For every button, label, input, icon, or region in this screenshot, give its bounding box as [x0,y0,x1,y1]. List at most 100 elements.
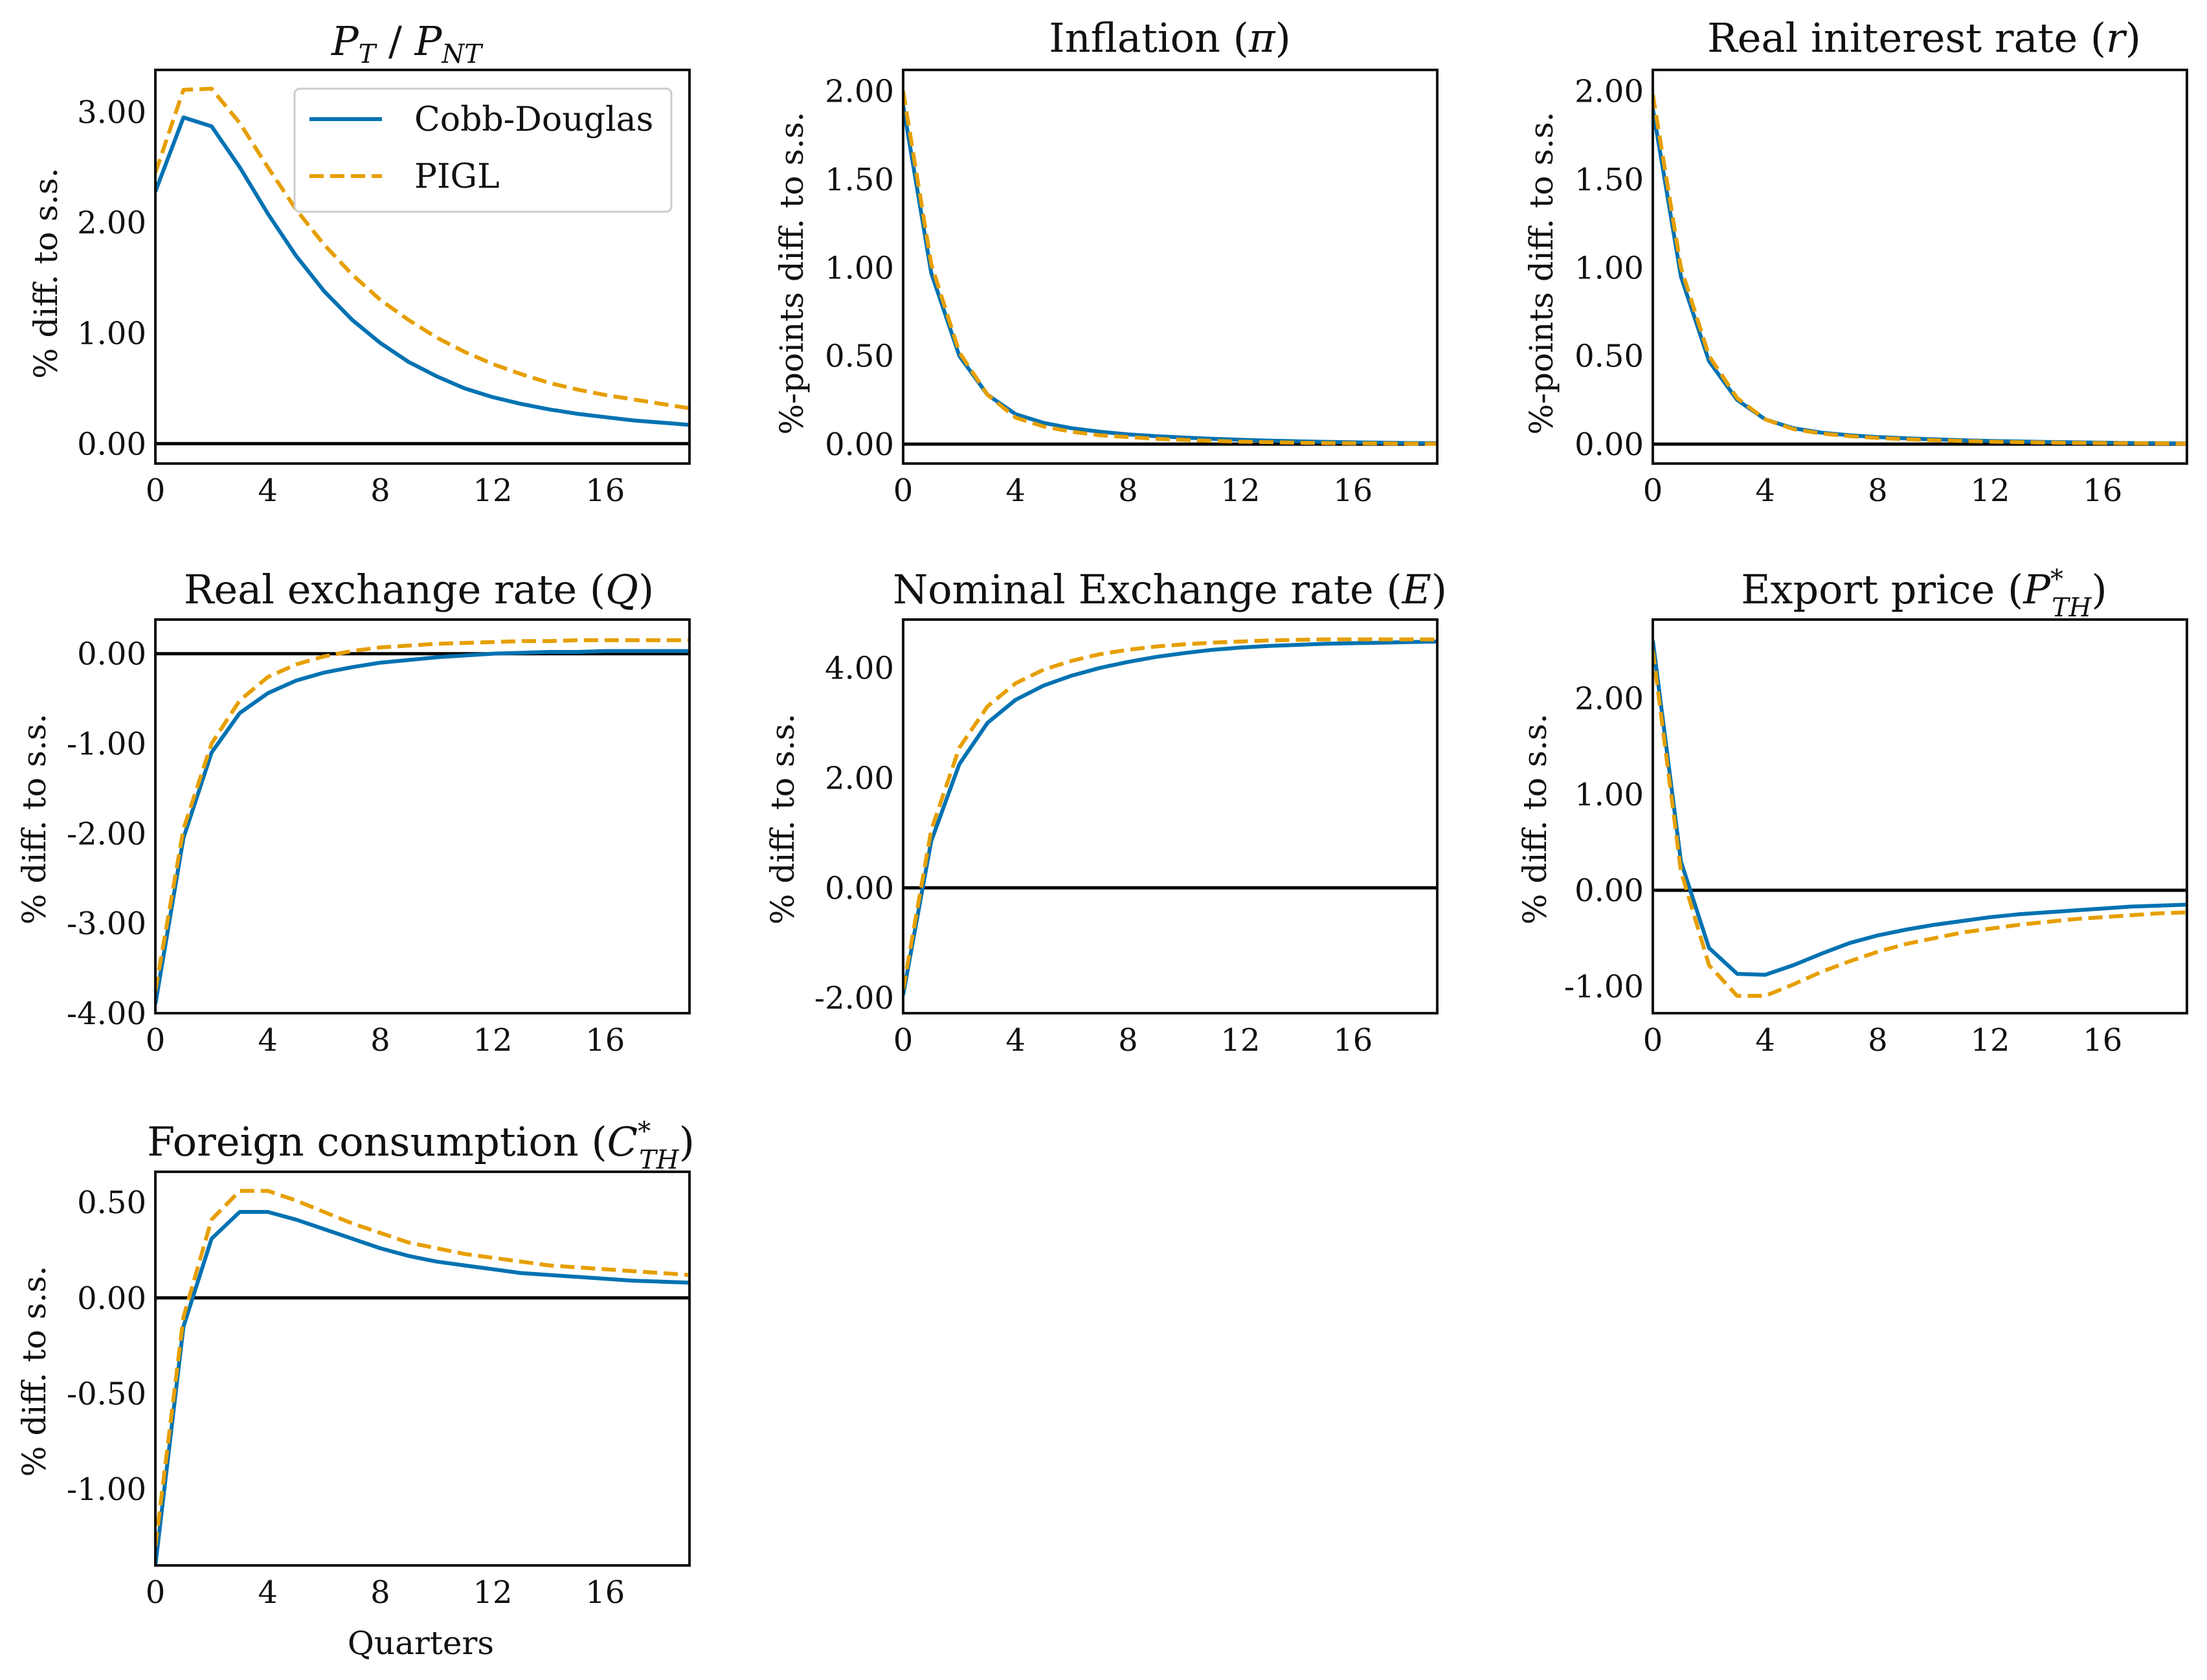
x-tick-label: 8 [370,473,390,509]
y-tick-label: 1.00 [77,315,146,352]
y-axis-label: % diff. to s.s. [764,713,801,924]
series-line-cobb-douglas [155,649,689,1005]
y-tick-label: 0.00 [1574,873,1644,909]
x-tick-label: 16 [1333,1022,1372,1058]
x-tick-label: 8 [1868,473,1888,509]
plot-frame [902,69,1439,465]
x-axis-label: Quarters [348,1624,494,1662]
x-tick-label: 4 [1755,1022,1775,1058]
y-tick-label: 3.00 [77,95,146,131]
x-tick-label: 4 [1755,473,1775,509]
x-tick-label: 4 [1005,473,1025,509]
legend-box [293,87,673,213]
y-tick-label: -2.00 [67,816,146,852]
plot-frame [902,618,1439,1014]
y-tick-label: -2.00 [814,980,894,1016]
y-tick-label: 0.00 [77,1281,146,1317]
x-tick-label: 4 [258,473,278,509]
y-axis-label: % diff. to s.s. [1516,713,1554,924]
series-line-pigl [155,638,689,991]
series-line-cobb-douglas [155,115,689,427]
y-axis-label: % diff. to s.s. [27,168,65,379]
y-tick-label: 0.50 [1574,339,1644,375]
x-tick-label: 4 [258,1574,278,1611]
y-tick-label: -1.00 [67,1472,146,1508]
y-tick-label: 2.00 [1574,74,1644,110]
series-line-pigl [1653,650,2187,998]
x-tick-label: 4 [1005,1022,1025,1058]
panel-title-pt-pnt: PT / PNT [331,17,484,69]
series-line-pigl [155,1189,689,1547]
panel-title-real-interest-rate: Real initerest rate (r) [1707,14,2141,62]
series-line-cobb-douglas [903,105,1437,445]
panel-title-real-exchange-rate: Real exchange rate (Q) [184,566,654,613]
x-tick-label: 12 [1221,473,1260,509]
plot-area: 0 4 8 12 16 0.00 -1.00 -2.00 -3.00 -4.00 [67,618,691,1058]
y-axis-label: %-points diff. to s.s. [1523,111,1560,434]
x-tick-label: 8 [1118,1022,1138,1058]
plot-frame [154,618,691,1014]
y-tick-label: 1.50 [825,162,894,198]
y-tick-label: -1.00 [67,726,146,763]
y-tick-label: 0.00 [77,636,146,673]
y-tick-label: 1.00 [1574,777,1644,813]
x-tick-label: 0 [893,473,913,509]
x-tick-label: 0 [146,473,166,509]
y-tick-label: 0.00 [77,426,146,462]
y-tick-label: -4.00 [67,996,146,1032]
x-tick-label: 12 [1221,1022,1260,1058]
panel-nominal-exchange-rate: Nominal Exchange rate (E) % diff. to s.s… [764,566,1447,1058]
x-tick-label: 0 [146,1022,166,1058]
panel-title-nominal-exchange-rate: Nominal Exchange rate (E) [893,566,1447,613]
x-tick-label: 12 [473,1574,513,1611]
plot-area: 0 4 8 12 16 -1.00 0.00 1.00 2.00 [1564,618,2188,1058]
y-tick-label: 0.00 [825,870,894,906]
x-tick-label: 16 [585,1022,625,1058]
x-tick-label: 12 [473,473,513,509]
x-tick-label: 8 [1118,473,1138,509]
legend: Cobb-Douglas PIGL [293,87,673,213]
y-tick-label: 4.00 [825,651,894,687]
series-line-cobb-douglas [155,1210,689,1565]
x-tick-label: 16 [585,1574,625,1611]
plot-frame [154,69,691,465]
y-tick-label: -1.00 [1564,969,1644,1005]
x-tick-label: 0 [1643,473,1663,509]
y-tick-label: 0.50 [825,339,894,375]
series-line-pigl [155,87,689,410]
plot-area: 0 4 8 12 16 -1.00 -0.50 0.00 0.50 [67,1170,691,1611]
y-tick-label: 2.00 [825,74,894,110]
series-line-pigl [1653,94,2187,446]
y-tick-label: 1.00 [1574,250,1644,286]
y-tick-label: -0.50 [67,1376,146,1412]
x-tick-label: 0 [893,1022,913,1058]
series-line-pigl [903,91,1437,446]
plot-area: 0 4 8 12 16 0.00 0.50 1.00 1.50 2.00 [825,69,1439,509]
plot-frame [154,1170,691,1567]
x-tick-label: 8 [370,1022,390,1058]
y-tick-label: -3.00 [67,906,146,942]
y-axis-label: % diff. to s.s. [16,1266,53,1477]
panel-real-exchange-rate: Real exchange rate (Q) % diff. to s.s. 0… [16,566,691,1058]
series-line-cobb-douglas [903,640,1437,996]
x-tick-label: 12 [1971,473,2010,509]
x-tick-label: 8 [370,1574,390,1611]
plot-frame [1652,69,2188,465]
y-tick-label: 2.00 [1574,681,1644,717]
legend-label-pigl: PIGL [414,157,500,196]
x-tick-label: 4 [258,1022,278,1058]
x-tick-label: 16 [2083,473,2122,509]
panel-title-foreign-consumption: Foreign consumption (C* TH) [147,1117,695,1175]
panel-foreign-consumption: Foreign consumption (C* TH) % diff. to s.… [16,1117,695,1662]
y-tick-label: 2.00 [825,761,894,797]
panel-title-export-price: Export price (P* TH) [1741,565,2107,623]
x-tick-label: 0 [146,1574,166,1611]
y-tick-label: 1.50 [1574,162,1644,198]
x-tick-label: 8 [1868,1022,1888,1058]
y-axis-label: % diff. to s.s. [16,713,53,924]
y-tick-label: 0.50 [77,1185,146,1221]
x-tick-label: 16 [585,473,625,509]
x-tick-label: 12 [473,1022,513,1058]
panel-pt-pnt: PT / PNT % diff. to s.s. 0 4 8 12 16 0.00 1.00… [27,17,691,509]
